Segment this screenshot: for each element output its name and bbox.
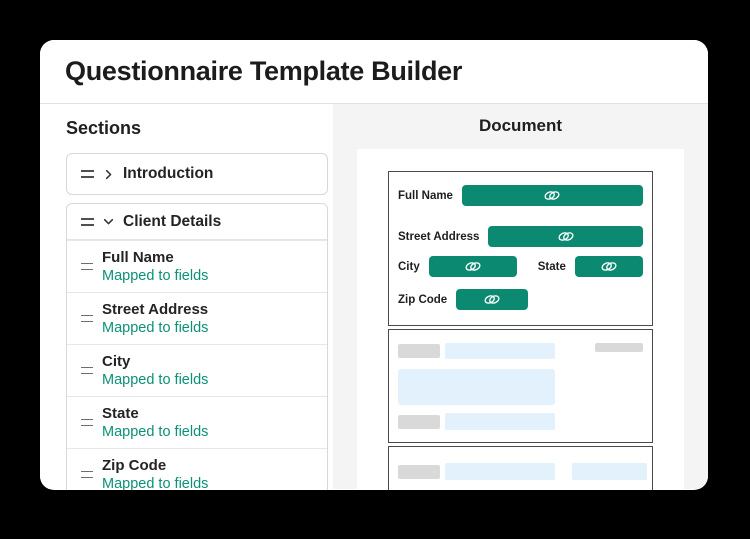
drag-handle-icon[interactable] [81, 367, 93, 374]
section-item-client-details[interactable]: Client Details Full Name Mapped to field… [66, 203, 328, 490]
field-status: Mapped to fields [102, 319, 209, 336]
link-icon [544, 191, 561, 200]
doc-section-placeholder [388, 329, 653, 443]
field-label: State [102, 404, 139, 422]
section-item-introduction[interactable]: Introduction [66, 153, 328, 195]
drag-handle-icon[interactable] [81, 170, 94, 178]
document-heading: Document [478, 116, 563, 135]
placeholder-bar [595, 343, 643, 352]
placeholder-bar [445, 413, 555, 430]
mapped-field-pill-full-name[interactable] [461, 185, 643, 206]
drag-handle-icon[interactable] [81, 471, 93, 478]
field-status: Mapped to fields [102, 267, 209, 284]
placeholder-bar [445, 463, 555, 480]
placeholder-bar [398, 369, 555, 405]
placeholder-bar [398, 464, 440, 479]
field-row-street-address[interactable]: Street Address Mapped to fields [67, 292, 327, 344]
drag-handle-icon[interactable] [81, 315, 93, 322]
doc-section-client-details: Full Name Street Address City [388, 171, 653, 326]
section-label: Client Details [123, 212, 222, 230]
mapped-field-pill-zip-code[interactable] [456, 289, 529, 310]
section-header-introduction[interactable]: Introduction [67, 154, 327, 194]
doc-field-label: Full Name [398, 189, 453, 202]
field-status: Mapped to fields [102, 423, 209, 440]
app-header: Questionnaire Template Builder [40, 40, 708, 104]
drag-handle-icon[interactable] [81, 217, 94, 226]
link-icon [558, 232, 574, 241]
drag-handle-icon[interactable] [81, 419, 93, 426]
placeholder-bar [398, 344, 440, 358]
link-icon [484, 295, 500, 304]
mapped-field-pill-city[interactable] [428, 256, 517, 277]
chevron-right-icon[interactable] [103, 169, 114, 180]
app-window: Questionnaire Template Builder Sections … [40, 40, 708, 490]
field-label: Zip Code [102, 456, 167, 474]
chevron-down-icon[interactable] [103, 216, 114, 227]
field-status: Mapped to fields [102, 371, 209, 388]
placeholder-bar [572, 463, 647, 480]
mapped-field-pill-state[interactable] [574, 256, 643, 277]
field-row-city[interactable]: City Mapped to fields [67, 344, 327, 396]
field-status: Mapped to fields [102, 475, 209, 491]
document-preview: Full Name Street Address City [357, 149, 684, 490]
section-header-client-details[interactable]: Client Details [67, 204, 327, 240]
doc-field-label: Street Address [398, 230, 480, 243]
field-row-state[interactable]: State Mapped to fields [67, 396, 327, 448]
field-label: Street Address [102, 300, 209, 318]
placeholder-bar [445, 343, 555, 359]
sections-panel: Sections Introduction Client Details [40, 104, 333, 490]
page-title: Questionnaire Template Builder [65, 56, 463, 86]
doc-field-label: State [537, 260, 566, 273]
placeholder-bar [398, 414, 440, 429]
mapped-field-pill-street-address[interactable] [488, 226, 643, 247]
doc-field-label: City [398, 260, 420, 273]
field-row-zip-code[interactable]: Zip Code Mapped to fields [67, 448, 327, 490]
drag-handle-icon[interactable] [81, 263, 93, 270]
section-label: Introduction [123, 165, 214, 182]
field-label: Full Name [102, 248, 174, 266]
sections-heading: Sections [66, 118, 142, 138]
field-row-full-name[interactable]: Full Name Mapped to fields [67, 240, 327, 292]
link-icon [601, 262, 617, 271]
doc-section-placeholder [388, 446, 653, 490]
link-icon [465, 262, 481, 271]
doc-field-label: Zip Code [398, 293, 448, 306]
field-label: City [102, 352, 131, 370]
document-panel: Document Full Name Street Address [333, 104, 708, 490]
